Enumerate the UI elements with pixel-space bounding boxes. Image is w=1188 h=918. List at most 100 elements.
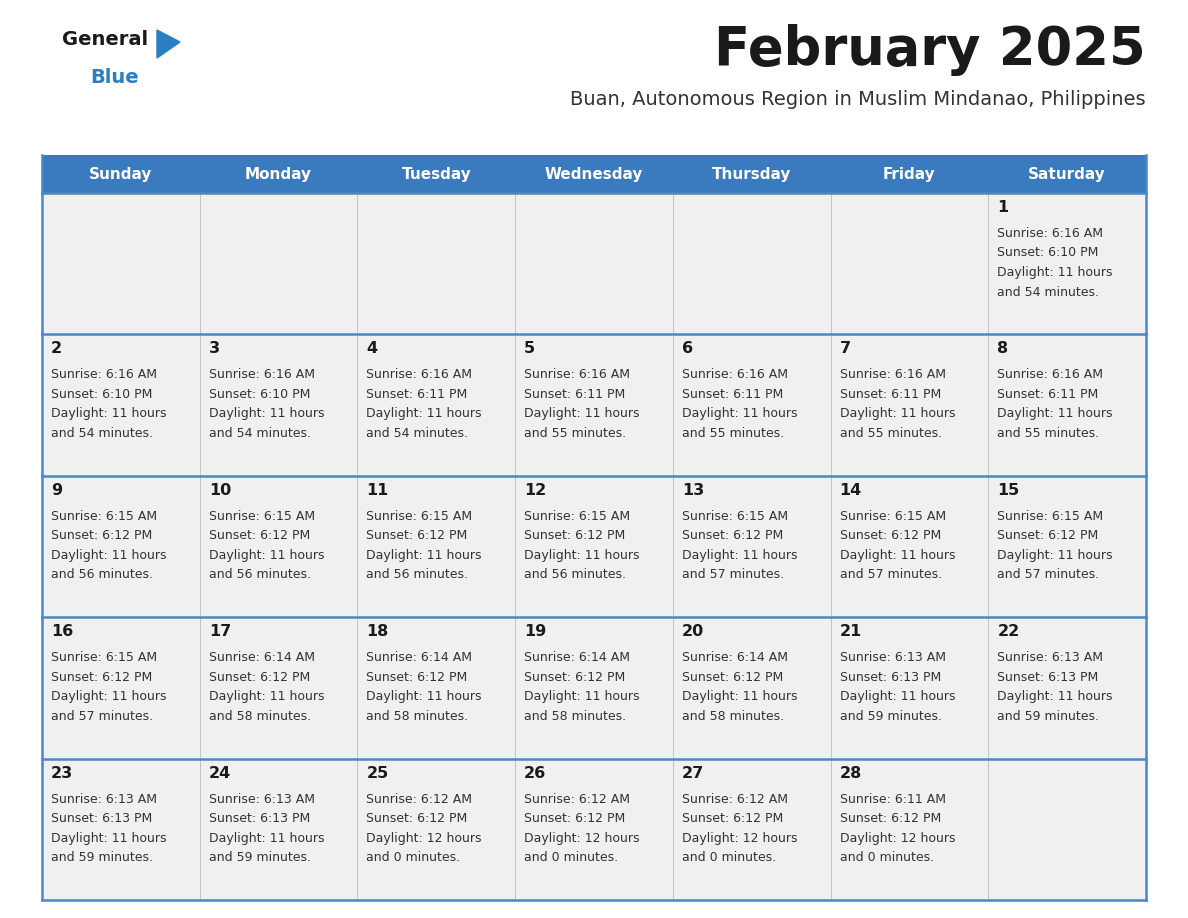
Text: 25: 25 [366, 766, 388, 780]
Text: Sunset: 6:12 PM: Sunset: 6:12 PM [524, 671, 625, 684]
Text: Daylight: 11 hours: Daylight: 11 hours [997, 408, 1113, 420]
Text: 1: 1 [997, 200, 1009, 215]
Text: Sunrise: 6:16 AM: Sunrise: 6:16 AM [366, 368, 473, 381]
Text: 6: 6 [682, 341, 693, 356]
Text: Sunset: 6:12 PM: Sunset: 6:12 PM [840, 812, 941, 825]
Text: and 56 minutes.: and 56 minutes. [209, 568, 311, 581]
Text: 4: 4 [366, 341, 378, 356]
Text: 14: 14 [840, 483, 861, 498]
Text: Sunset: 6:12 PM: Sunset: 6:12 PM [209, 671, 310, 684]
Text: and 57 minutes.: and 57 minutes. [997, 568, 1099, 581]
Text: Sunrise: 6:12 AM: Sunrise: 6:12 AM [524, 792, 630, 806]
Text: Sunset: 6:12 PM: Sunset: 6:12 PM [366, 530, 468, 543]
Text: General: General [62, 30, 148, 49]
Text: and 59 minutes.: and 59 minutes. [51, 851, 153, 864]
Text: Daylight: 11 hours: Daylight: 11 hours [209, 408, 324, 420]
Text: Sunrise: 6:16 AM: Sunrise: 6:16 AM [840, 368, 946, 381]
Text: Sunrise: 6:15 AM: Sunrise: 6:15 AM [51, 651, 157, 665]
Text: and 54 minutes.: and 54 minutes. [51, 427, 153, 440]
Text: Sunrise: 6:16 AM: Sunrise: 6:16 AM [524, 368, 630, 381]
Text: Sunset: 6:12 PM: Sunset: 6:12 PM [51, 530, 152, 543]
Text: 12: 12 [524, 483, 546, 498]
Text: and 54 minutes.: and 54 minutes. [209, 427, 311, 440]
Text: Sunrise: 6:15 AM: Sunrise: 6:15 AM [524, 509, 631, 522]
Text: Daylight: 11 hours: Daylight: 11 hours [51, 549, 166, 562]
Bar [672, 155, 830, 193]
Text: Sunset: 6:12 PM: Sunset: 6:12 PM [997, 530, 1099, 543]
Bar [516, 155, 672, 193]
Text: Sunrise: 6:11 AM: Sunrise: 6:11 AM [840, 792, 946, 806]
Text: Sunset: 6:13 PM: Sunset: 6:13 PM [209, 812, 310, 825]
Text: Sunrise: 6:12 AM: Sunrise: 6:12 AM [366, 792, 473, 806]
Text: and 55 minutes.: and 55 minutes. [840, 427, 942, 440]
Text: 2: 2 [51, 341, 62, 356]
Text: and 58 minutes.: and 58 minutes. [209, 710, 311, 722]
Text: Sunrise: 6:16 AM: Sunrise: 6:16 AM [209, 368, 315, 381]
Bar [358, 155, 516, 193]
Text: Sunset: 6:12 PM: Sunset: 6:12 PM [682, 812, 783, 825]
Text: Sunrise: 6:13 AM: Sunrise: 6:13 AM [209, 792, 315, 806]
Text: and 54 minutes.: and 54 minutes. [366, 427, 468, 440]
Text: Daylight: 11 hours: Daylight: 11 hours [209, 549, 324, 562]
Text: Sunrise: 6:16 AM: Sunrise: 6:16 AM [682, 368, 788, 381]
Bar [42, 155, 200, 193]
Text: Daylight: 12 hours: Daylight: 12 hours [682, 832, 797, 845]
Polygon shape [157, 30, 181, 58]
Text: Sunset: 6:12 PM: Sunset: 6:12 PM [524, 812, 625, 825]
Text: Sunrise: 6:14 AM: Sunrise: 6:14 AM [682, 651, 788, 665]
Text: Sunset: 6:10 PM: Sunset: 6:10 PM [997, 247, 1099, 260]
Text: Sunset: 6:13 PM: Sunset: 6:13 PM [51, 812, 152, 825]
Text: 20: 20 [682, 624, 704, 639]
Text: and 0 minutes.: and 0 minutes. [366, 851, 461, 864]
Text: Daylight: 12 hours: Daylight: 12 hours [840, 832, 955, 845]
Text: and 57 minutes.: and 57 minutes. [51, 710, 153, 722]
Text: Sunset: 6:11 PM: Sunset: 6:11 PM [524, 388, 625, 401]
Text: Thursday: Thursday [712, 166, 791, 182]
Text: Sunrise: 6:15 AM: Sunrise: 6:15 AM [997, 509, 1104, 522]
Text: February 2025: February 2025 [714, 24, 1146, 76]
Text: and 56 minutes.: and 56 minutes. [524, 568, 626, 581]
Text: Daylight: 12 hours: Daylight: 12 hours [524, 832, 639, 845]
Text: and 0 minutes.: and 0 minutes. [524, 851, 618, 864]
Text: and 59 minutes.: and 59 minutes. [997, 710, 1099, 722]
Text: 9: 9 [51, 483, 62, 498]
Text: 17: 17 [209, 624, 230, 639]
Text: and 56 minutes.: and 56 minutes. [366, 568, 468, 581]
Text: 16: 16 [51, 624, 74, 639]
Text: and 0 minutes.: and 0 minutes. [682, 851, 776, 864]
Text: 19: 19 [524, 624, 546, 639]
Text: Sunrise: 6:15 AM: Sunrise: 6:15 AM [682, 509, 788, 522]
Text: Sunrise: 6:14 AM: Sunrise: 6:14 AM [209, 651, 315, 665]
Bar [42, 758, 1146, 900]
Text: Sunset: 6:12 PM: Sunset: 6:12 PM [366, 812, 468, 825]
Text: Sunrise: 6:14 AM: Sunrise: 6:14 AM [524, 651, 630, 665]
Text: 23: 23 [51, 766, 74, 780]
Text: Daylight: 11 hours: Daylight: 11 hours [997, 690, 1113, 703]
Text: and 56 minutes.: and 56 minutes. [51, 568, 153, 581]
Bar [42, 193, 1146, 334]
Text: Sunrise: 6:15 AM: Sunrise: 6:15 AM [51, 509, 157, 522]
Text: 11: 11 [366, 483, 388, 498]
Text: Sunrise: 6:16 AM: Sunrise: 6:16 AM [51, 368, 157, 381]
Text: and 55 minutes.: and 55 minutes. [524, 427, 626, 440]
Text: 27: 27 [682, 766, 704, 780]
Text: Friday: Friday [883, 166, 936, 182]
Text: Daylight: 11 hours: Daylight: 11 hours [682, 690, 797, 703]
Text: Daylight: 11 hours: Daylight: 11 hours [366, 549, 482, 562]
Text: and 54 minutes.: and 54 minutes. [997, 285, 1099, 298]
Text: 8: 8 [997, 341, 1009, 356]
Text: Sunday: Sunday [89, 166, 152, 182]
Text: Blue: Blue [90, 68, 139, 87]
Text: Daylight: 11 hours: Daylight: 11 hours [51, 408, 166, 420]
Text: Daylight: 11 hours: Daylight: 11 hours [524, 408, 639, 420]
Text: Sunrise: 6:16 AM: Sunrise: 6:16 AM [997, 368, 1104, 381]
Text: 28: 28 [840, 766, 861, 780]
Text: Daylight: 11 hours: Daylight: 11 hours [840, 690, 955, 703]
Text: Sunset: 6:10 PM: Sunset: 6:10 PM [209, 388, 310, 401]
Text: Sunset: 6:12 PM: Sunset: 6:12 PM [209, 530, 310, 543]
Text: Saturday: Saturday [1029, 166, 1106, 182]
Text: Daylight: 11 hours: Daylight: 11 hours [840, 408, 955, 420]
Text: Sunrise: 6:16 AM: Sunrise: 6:16 AM [997, 227, 1104, 240]
Text: Sunrise: 6:12 AM: Sunrise: 6:12 AM [682, 792, 788, 806]
Text: Tuesday: Tuesday [402, 166, 472, 182]
